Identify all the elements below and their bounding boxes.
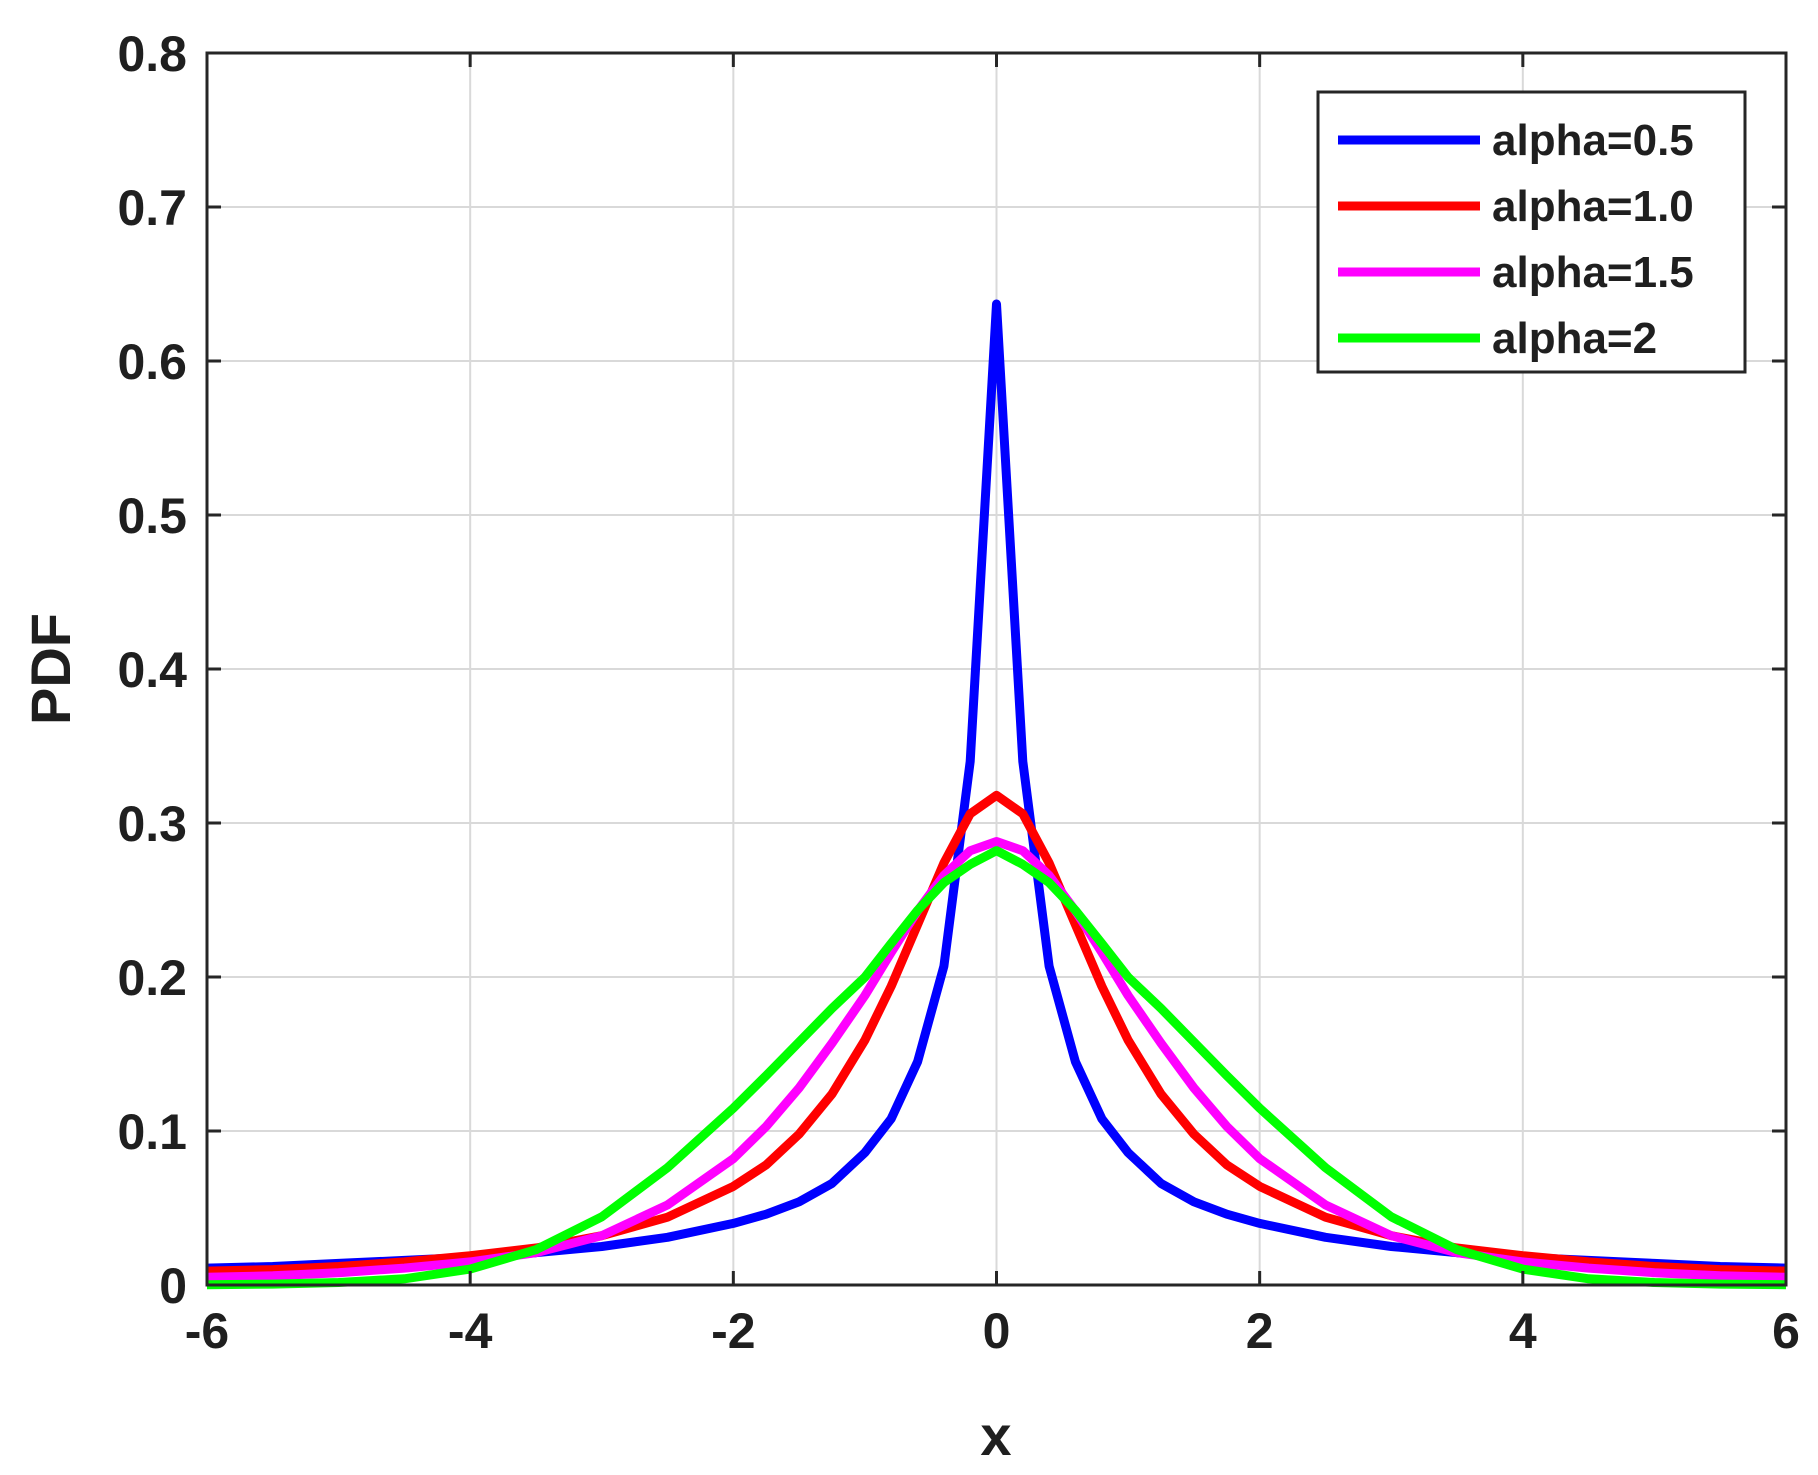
y-tick-label: 0	[159, 1258, 187, 1314]
legend-label: alpha=1.5	[1492, 248, 1694, 297]
x-tick-label: 0	[983, 1303, 1011, 1359]
series-line-alpha-1-5	[206, 837, 1787, 1282]
x-tick-label: 4	[1509, 1303, 1537, 1359]
x-axis-label: x	[980, 1404, 1011, 1467]
x-tick-label: -4	[448, 1303, 493, 1359]
legend-label: alpha=0.5	[1492, 116, 1694, 165]
tick-labels: -6 -4 -2 0 2 4 6 0 0.1 0.2 0.3 0.4 0.5 0.6 0.7 0.8	[117, 26, 1799, 1359]
y-tick-label: 0.8	[117, 26, 187, 82]
x-tick-label: 2	[1246, 1303, 1274, 1359]
series-line-alpha-0-5	[206, 299, 1787, 1273]
series-group	[206, 299, 1787, 1290]
x-tick-label: -2	[711, 1303, 755, 1359]
series-line-alpha-2	[206, 846, 1787, 1290]
y-tick-label: 0.7	[117, 180, 187, 236]
y-axis-label: PDF	[19, 613, 82, 725]
legend-entries: alpha=0.5 alpha=1.0 alpha=1.5 alpha=2	[1338, 116, 1694, 363]
y-tick-label: 0.2	[117, 950, 187, 1006]
legend: alpha=0.5 alpha=1.0 alpha=1.5 alpha=2	[1316, 90, 1747, 374]
ticks	[205, 51, 1788, 1287]
legend-label: alpha=1.0	[1492, 182, 1694, 231]
x-tick-label: -6	[185, 1303, 229, 1359]
x-tick-label: 6	[1772, 1303, 1800, 1359]
y-tick-label: 0.5	[117, 488, 187, 544]
y-tick-label: 0.1	[117, 1104, 187, 1160]
legend-label: alpha=2	[1492, 314, 1657, 363]
y-tick-label: 0.6	[117, 334, 187, 390]
y-tick-label: 0.4	[117, 642, 187, 698]
y-tick-label: 0.3	[117, 796, 187, 852]
